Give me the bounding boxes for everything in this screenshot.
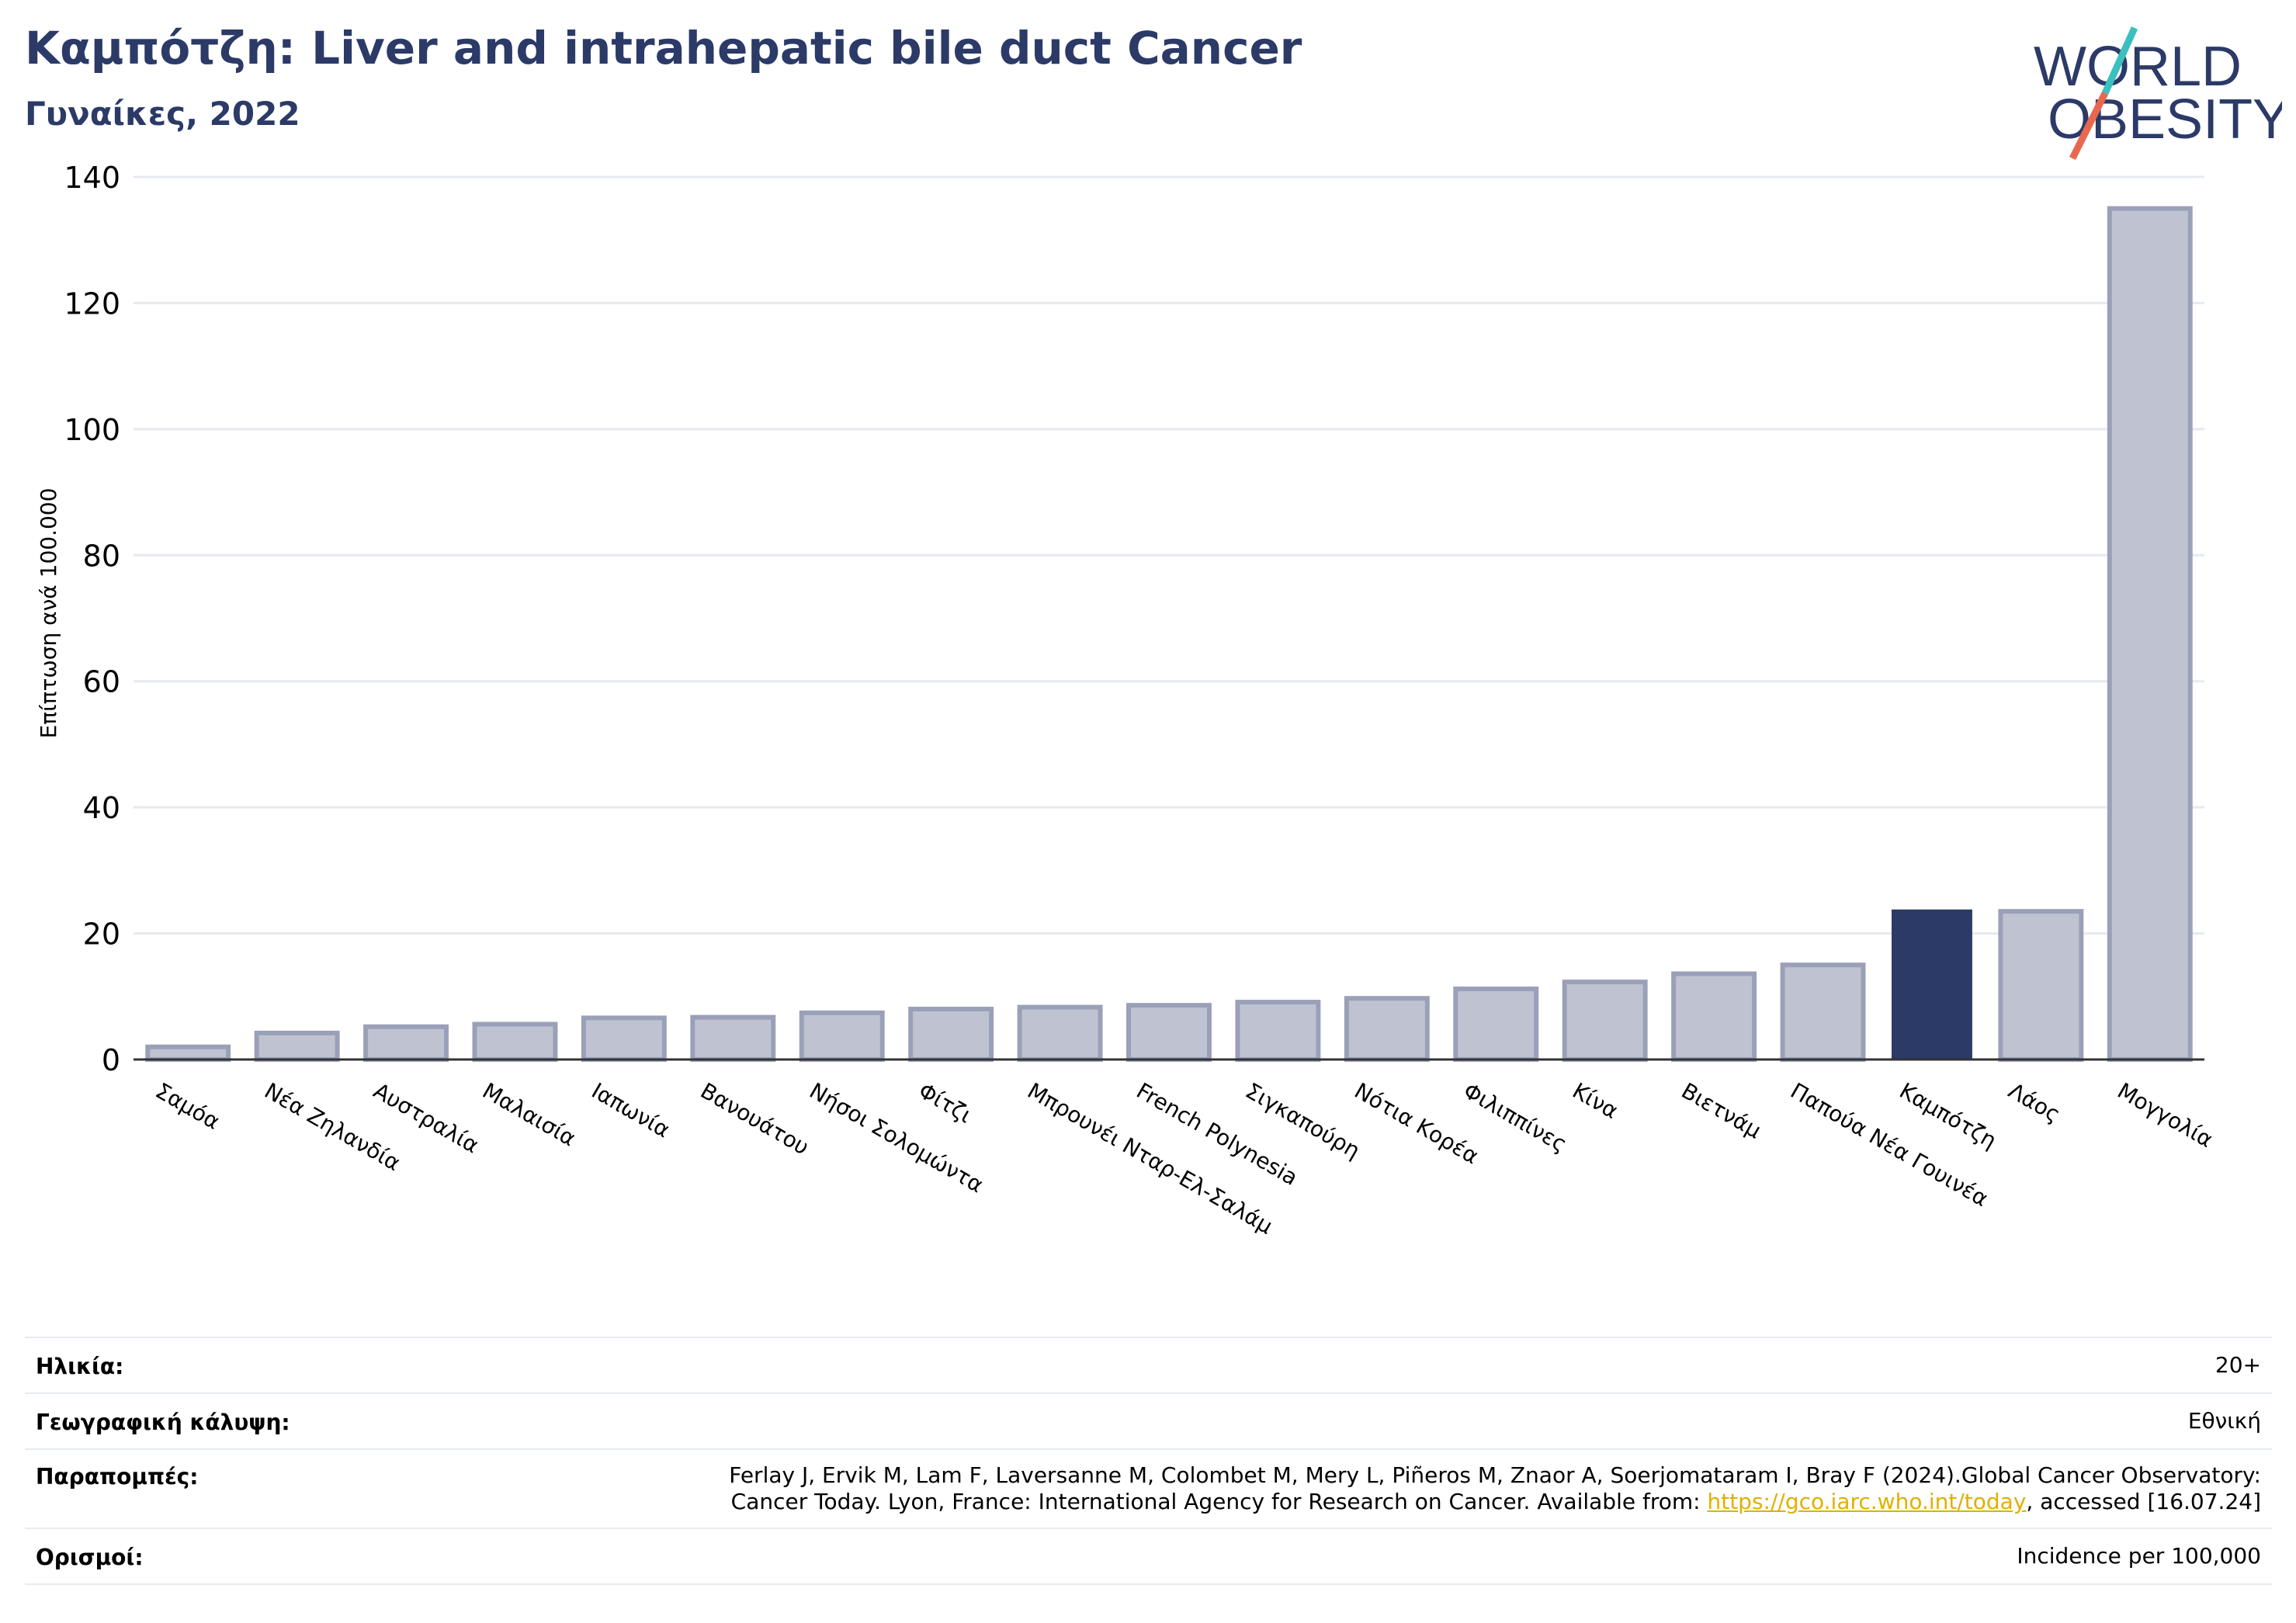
references-value: Ferlay J, Ervik M, Lam F, Laversanne M, … — [729, 1462, 2261, 1515]
references-text: Cancer Today. Lyon, France: Internationa… — [730, 1489, 1708, 1514]
bar-chart: 0 20 40 60 80 100 120 140 Σαμόα Νέα ΖηλανδίαΑυστ… — [36, 161, 2218, 1240]
x-tick-label: Ιαπωνία — [587, 1077, 674, 1143]
y-axis-ticks: 0 20 40 60 80 100 120 140 — [64, 161, 120, 1077]
bar-7 — [908, 1007, 994, 1062]
x-tick-label: Φίτζι — [914, 1077, 976, 1128]
y-tick-label: 140 — [64, 161, 120, 195]
gridlines — [134, 175, 2204, 935]
bar-5 — [690, 1014, 776, 1062]
logo-slash-top — [2101, 26, 2138, 95]
definitions-label: Ορισμοί: — [36, 1545, 144, 1570]
bar-18 — [2107, 206, 2193, 1062]
references-label: Παραπομπές: — [36, 1464, 199, 1489]
bar-6 — [799, 1010, 885, 1063]
age-label: Ηλικία: — [36, 1354, 124, 1379]
bar-16 — [1891, 909, 1972, 1059]
x-tick-label: Μογγολία — [2113, 1077, 2217, 1153]
x-tick-label: Μαλαισία — [478, 1077, 581, 1151]
footer-row-definitions: Ορισμοί: Incidence per 100,000 — [25, 1528, 2272, 1585]
bars — [145, 206, 2193, 1063]
bar-13 — [1562, 980, 1648, 1063]
bar-17 — [1998, 909, 2084, 1063]
definitions-value: Incidence per 100,000 — [2017, 1543, 2261, 1569]
world-obesity-logo: WORLD OBESITY — [2034, 26, 2282, 161]
x-tick-label: Νότια Κορέα — [1350, 1077, 1483, 1169]
footer-row-age: Ηλικία: 20+ — [25, 1337, 2272, 1392]
bar-3 — [472, 1021, 558, 1063]
x-tick-label: Σαμόα — [151, 1077, 224, 1134]
bar-9 — [1126, 1003, 1212, 1063]
coverage-label: Γεωγραφική κάλυψη: — [36, 1410, 290, 1435]
references-line2: Cancer Today. Lyon, France: Internationa… — [729, 1489, 2261, 1515]
x-tick-label: Κίνα — [1568, 1077, 1622, 1124]
coverage-value: Εθνική — [2187, 1408, 2261, 1434]
bar-15 — [1780, 962, 1866, 1063]
x-tick-label: Παπούα Νέα Γουινέα — [1786, 1077, 1993, 1212]
age-value: 20+ — [2214, 1352, 2261, 1378]
x-tick-label: Λάος — [2004, 1077, 2065, 1127]
bar-14 — [1671, 971, 1757, 1063]
y-tick-label: 80 — [83, 539, 120, 573]
logo-slash-bottom — [2069, 91, 2109, 161]
y-tick-label: 0 — [102, 1043, 120, 1077]
footer-row-coverage: Γεωγραφική κάλυψη: Εθνική — [25, 1392, 2272, 1448]
logo-line2: OBESITY — [2048, 88, 2282, 151]
y-tick-label: 20 — [83, 917, 120, 952]
y-tick-label: 40 — [83, 791, 120, 825]
bar-12 — [1453, 987, 1539, 1063]
bar-0 — [145, 1044, 231, 1063]
bar-4 — [581, 1015, 667, 1062]
bar-8 — [1017, 1004, 1103, 1063]
page-subtitle: Γυναίκες, 2022 — [25, 95, 300, 133]
bar-1 — [254, 1030, 340, 1063]
footer-row-references: Παραπομπές: Ferlay J, Ervik M, Lam F, La… — [25, 1448, 2272, 1528]
x-tick-label: Νήσοι Σολομώντα — [805, 1077, 987, 1198]
references-accessed: , accessed [16.07.24] — [2026, 1489, 2261, 1514]
page-title: Καμπότζη: Liver and intrahepatic bile du… — [25, 22, 1302, 75]
bar-2 — [363, 1024, 449, 1062]
y-tick-label: 100 — [64, 413, 120, 447]
x-tick-label: Βιετνάμ — [1677, 1077, 1766, 1143]
y-tick-label: 120 — [64, 286, 120, 321]
y-tick-label: 60 — [83, 665, 120, 699]
references-link[interactable]: https://gco.iarc.who.int/today — [1707, 1489, 2027, 1514]
x-tick-label: Βανουάτου — [696, 1077, 813, 1160]
bar-11 — [1344, 996, 1430, 1063]
y-axis-label: Επίπτωση ανά 100.000 — [36, 488, 61, 739]
footer-table: Ηλικία: 20+ Γεωγραφική κάλυψη: Εθνική Πα… — [25, 1337, 2272, 1585]
references-line1: Ferlay J, Ervik M, Lam F, Laversanne M, … — [729, 1462, 2261, 1488]
logo-line1: WORLD — [2034, 36, 2242, 98]
bar-10 — [1235, 1000, 1321, 1062]
